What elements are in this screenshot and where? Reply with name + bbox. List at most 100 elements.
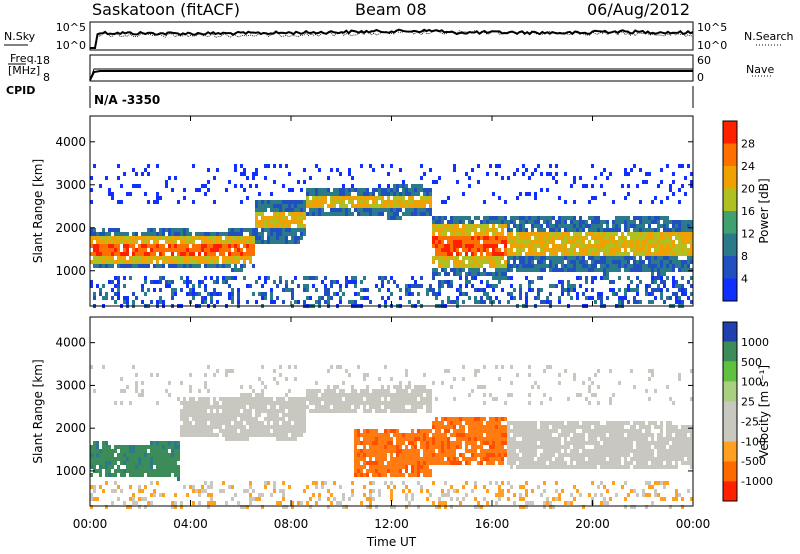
data-cell	[432, 292, 435, 296]
data-cell	[420, 441, 423, 445]
data-cell	[231, 292, 234, 296]
data-cell	[90, 232, 93, 236]
data-cell	[408, 433, 411, 437]
data-cell	[393, 208, 396, 212]
data-cell	[372, 401, 375, 405]
data-cell	[462, 485, 465, 489]
data-cell	[411, 441, 414, 445]
data-cell	[594, 220, 597, 224]
data-cell	[261, 208, 264, 212]
data-cell	[261, 200, 264, 204]
data-cell	[486, 236, 489, 240]
data-cell	[633, 288, 636, 292]
data-cell	[561, 421, 564, 425]
data-cell	[99, 485, 102, 489]
data-cell	[573, 429, 576, 433]
data-cell	[234, 409, 237, 413]
data-cell	[519, 244, 522, 248]
data-cell	[507, 449, 510, 453]
data-cell	[171, 288, 174, 292]
data-cell	[117, 200, 120, 204]
data-cell	[501, 441, 504, 445]
data-cell	[678, 288, 681, 292]
data-cell	[516, 216, 519, 220]
data-cell	[318, 296, 321, 300]
colorbar-segment	[723, 121, 737, 144]
data-cell	[195, 421, 198, 425]
data-cell	[603, 240, 606, 244]
data-cell	[417, 429, 420, 433]
data-cell	[573, 284, 576, 288]
data-cell	[333, 192, 336, 196]
data-cell	[153, 441, 156, 445]
data-cell	[456, 489, 459, 493]
data-cell	[378, 393, 381, 397]
data-cell	[687, 232, 690, 236]
data-cell	[456, 497, 459, 501]
data-cell	[147, 252, 150, 256]
data-cell	[549, 220, 552, 224]
data-cell	[399, 381, 402, 385]
data-cell	[522, 441, 525, 445]
data-cell	[522, 216, 525, 220]
data-cell	[153, 449, 156, 453]
data-cell	[210, 493, 213, 497]
data-cell	[426, 397, 429, 401]
data-cell	[333, 401, 336, 405]
data-cell	[537, 164, 540, 168]
data-cell	[117, 485, 120, 489]
data-cell	[483, 244, 486, 248]
data-cell	[243, 276, 246, 280]
data-cell	[366, 437, 369, 441]
data-cell	[348, 212, 351, 216]
data-cell	[690, 244, 693, 248]
data-cell	[450, 441, 453, 445]
data-cell	[93, 264, 96, 268]
data-cell	[273, 164, 276, 168]
data-cell	[390, 208, 393, 212]
data-cell	[483, 292, 486, 296]
data-cell	[231, 425, 234, 429]
data-cell	[537, 260, 540, 264]
data-cell	[393, 184, 396, 188]
data-cell	[453, 441, 456, 445]
data-cell	[324, 192, 327, 196]
data-cell	[186, 280, 189, 284]
data-cell	[435, 461, 438, 465]
data-cell	[441, 248, 444, 252]
data-cell	[471, 425, 474, 429]
data-cell	[189, 252, 192, 256]
data-cell	[612, 292, 615, 296]
data-cell	[663, 248, 666, 252]
data-cell	[621, 264, 624, 268]
data-cell	[537, 292, 540, 296]
data-cell	[99, 453, 102, 457]
data-cell	[246, 244, 249, 248]
data-cell	[450, 300, 453, 304]
data-cell	[555, 232, 558, 236]
data-cell	[591, 296, 594, 300]
data-cell	[462, 220, 465, 224]
data-cell	[132, 300, 135, 304]
data-cell	[492, 228, 495, 232]
data-cell	[294, 437, 297, 441]
data-cell	[213, 264, 216, 268]
data-cell	[96, 252, 99, 256]
data-cell	[576, 292, 579, 296]
data-cell	[204, 244, 207, 248]
data-cell	[111, 473, 114, 477]
data-cell	[558, 196, 561, 200]
data-cell	[579, 393, 582, 397]
data-cell	[321, 481, 324, 485]
data-cell	[471, 489, 474, 493]
data-cell	[405, 457, 408, 461]
data-cell	[378, 405, 381, 409]
data-cell	[354, 284, 357, 288]
data-cell	[651, 256, 654, 260]
data-cell	[486, 272, 489, 276]
data-cell	[492, 220, 495, 224]
data-cell	[684, 260, 687, 264]
data-cell	[462, 453, 465, 457]
data-cell	[549, 164, 552, 168]
data-cell	[576, 296, 579, 300]
